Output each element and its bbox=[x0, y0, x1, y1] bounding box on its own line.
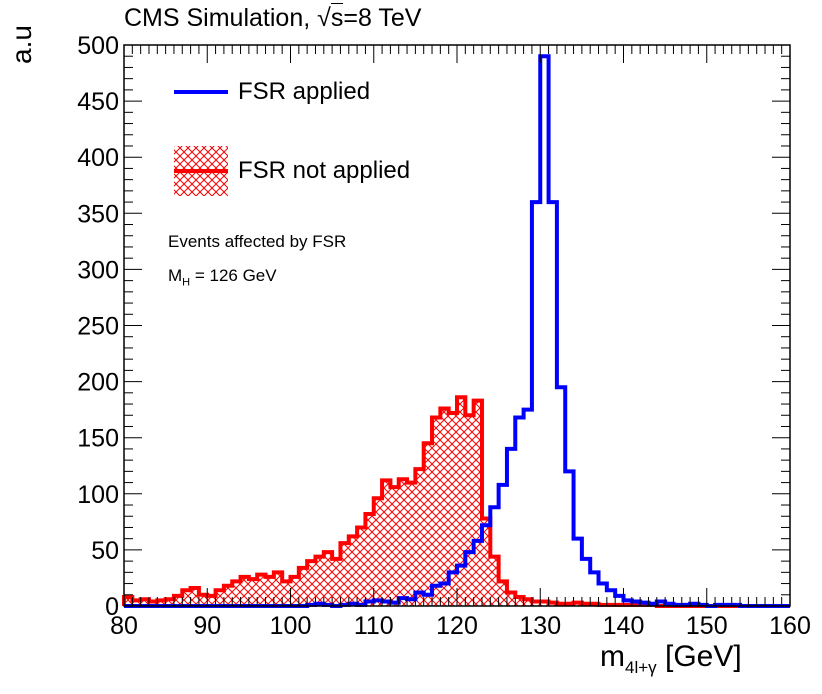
x-tick-label: 80 bbox=[110, 612, 138, 640]
x-tick-label: 130 bbox=[519, 612, 561, 640]
y-tick-label: 250 bbox=[77, 313, 119, 341]
series-fsr-not-applied-fill bbox=[124, 397, 790, 606]
x-tick-label: 140 bbox=[603, 612, 645, 640]
y-tick-label: 450 bbox=[77, 88, 119, 116]
legend-entry-fsr-not-applied: FSR not applied bbox=[238, 157, 411, 184]
legend-entry-fsr-applied: FSR applied bbox=[238, 78, 371, 105]
x-tick-label: 160 bbox=[769, 612, 811, 640]
annotation-higgs-mass: MH = 126 GeV bbox=[168, 266, 277, 289]
x-axis: 80 90 100 110 120 130 140 150 160 bbox=[110, 45, 811, 640]
series-fsr-not-applied-line bbox=[122, 395, 790, 608]
x-axis-label: m4l+γ [GeV] bbox=[600, 640, 742, 677]
y-tick-label: 150 bbox=[77, 425, 119, 453]
sqrt-symbol: √s bbox=[317, 3, 344, 32]
y-tick-label: 350 bbox=[77, 200, 119, 228]
y-tick-label: 100 bbox=[77, 481, 119, 509]
y-axis: 0 50 100 150 200 250 300 350 400 450 500 bbox=[77, 32, 790, 621]
plot-area bbox=[122, 44, 791, 608]
x-tick-label: 150 bbox=[686, 612, 728, 640]
x-tick-label: 110 bbox=[354, 612, 394, 640]
y-tick-label: 400 bbox=[77, 144, 119, 172]
x-tick-label: 90 bbox=[193, 612, 221, 640]
annotation-events-affected: Events affected by FSR bbox=[168, 232, 347, 251]
y-axis-label: a.u bbox=[6, 25, 37, 64]
y-tick-label: 200 bbox=[77, 369, 119, 397]
y-tick-label: 50 bbox=[91, 537, 119, 565]
y-tick-label: 500 bbox=[77, 32, 119, 60]
y-tick-label: 0 bbox=[105, 593, 119, 621]
x-tick-label: 100 bbox=[270, 612, 312, 640]
x-tick-label: 120 bbox=[436, 612, 478, 640]
legend bbox=[174, 90, 228, 196]
y-tick-label: 300 bbox=[77, 256, 119, 284]
chart-title: CMS Simulation, √s=8 TeV bbox=[124, 3, 422, 32]
